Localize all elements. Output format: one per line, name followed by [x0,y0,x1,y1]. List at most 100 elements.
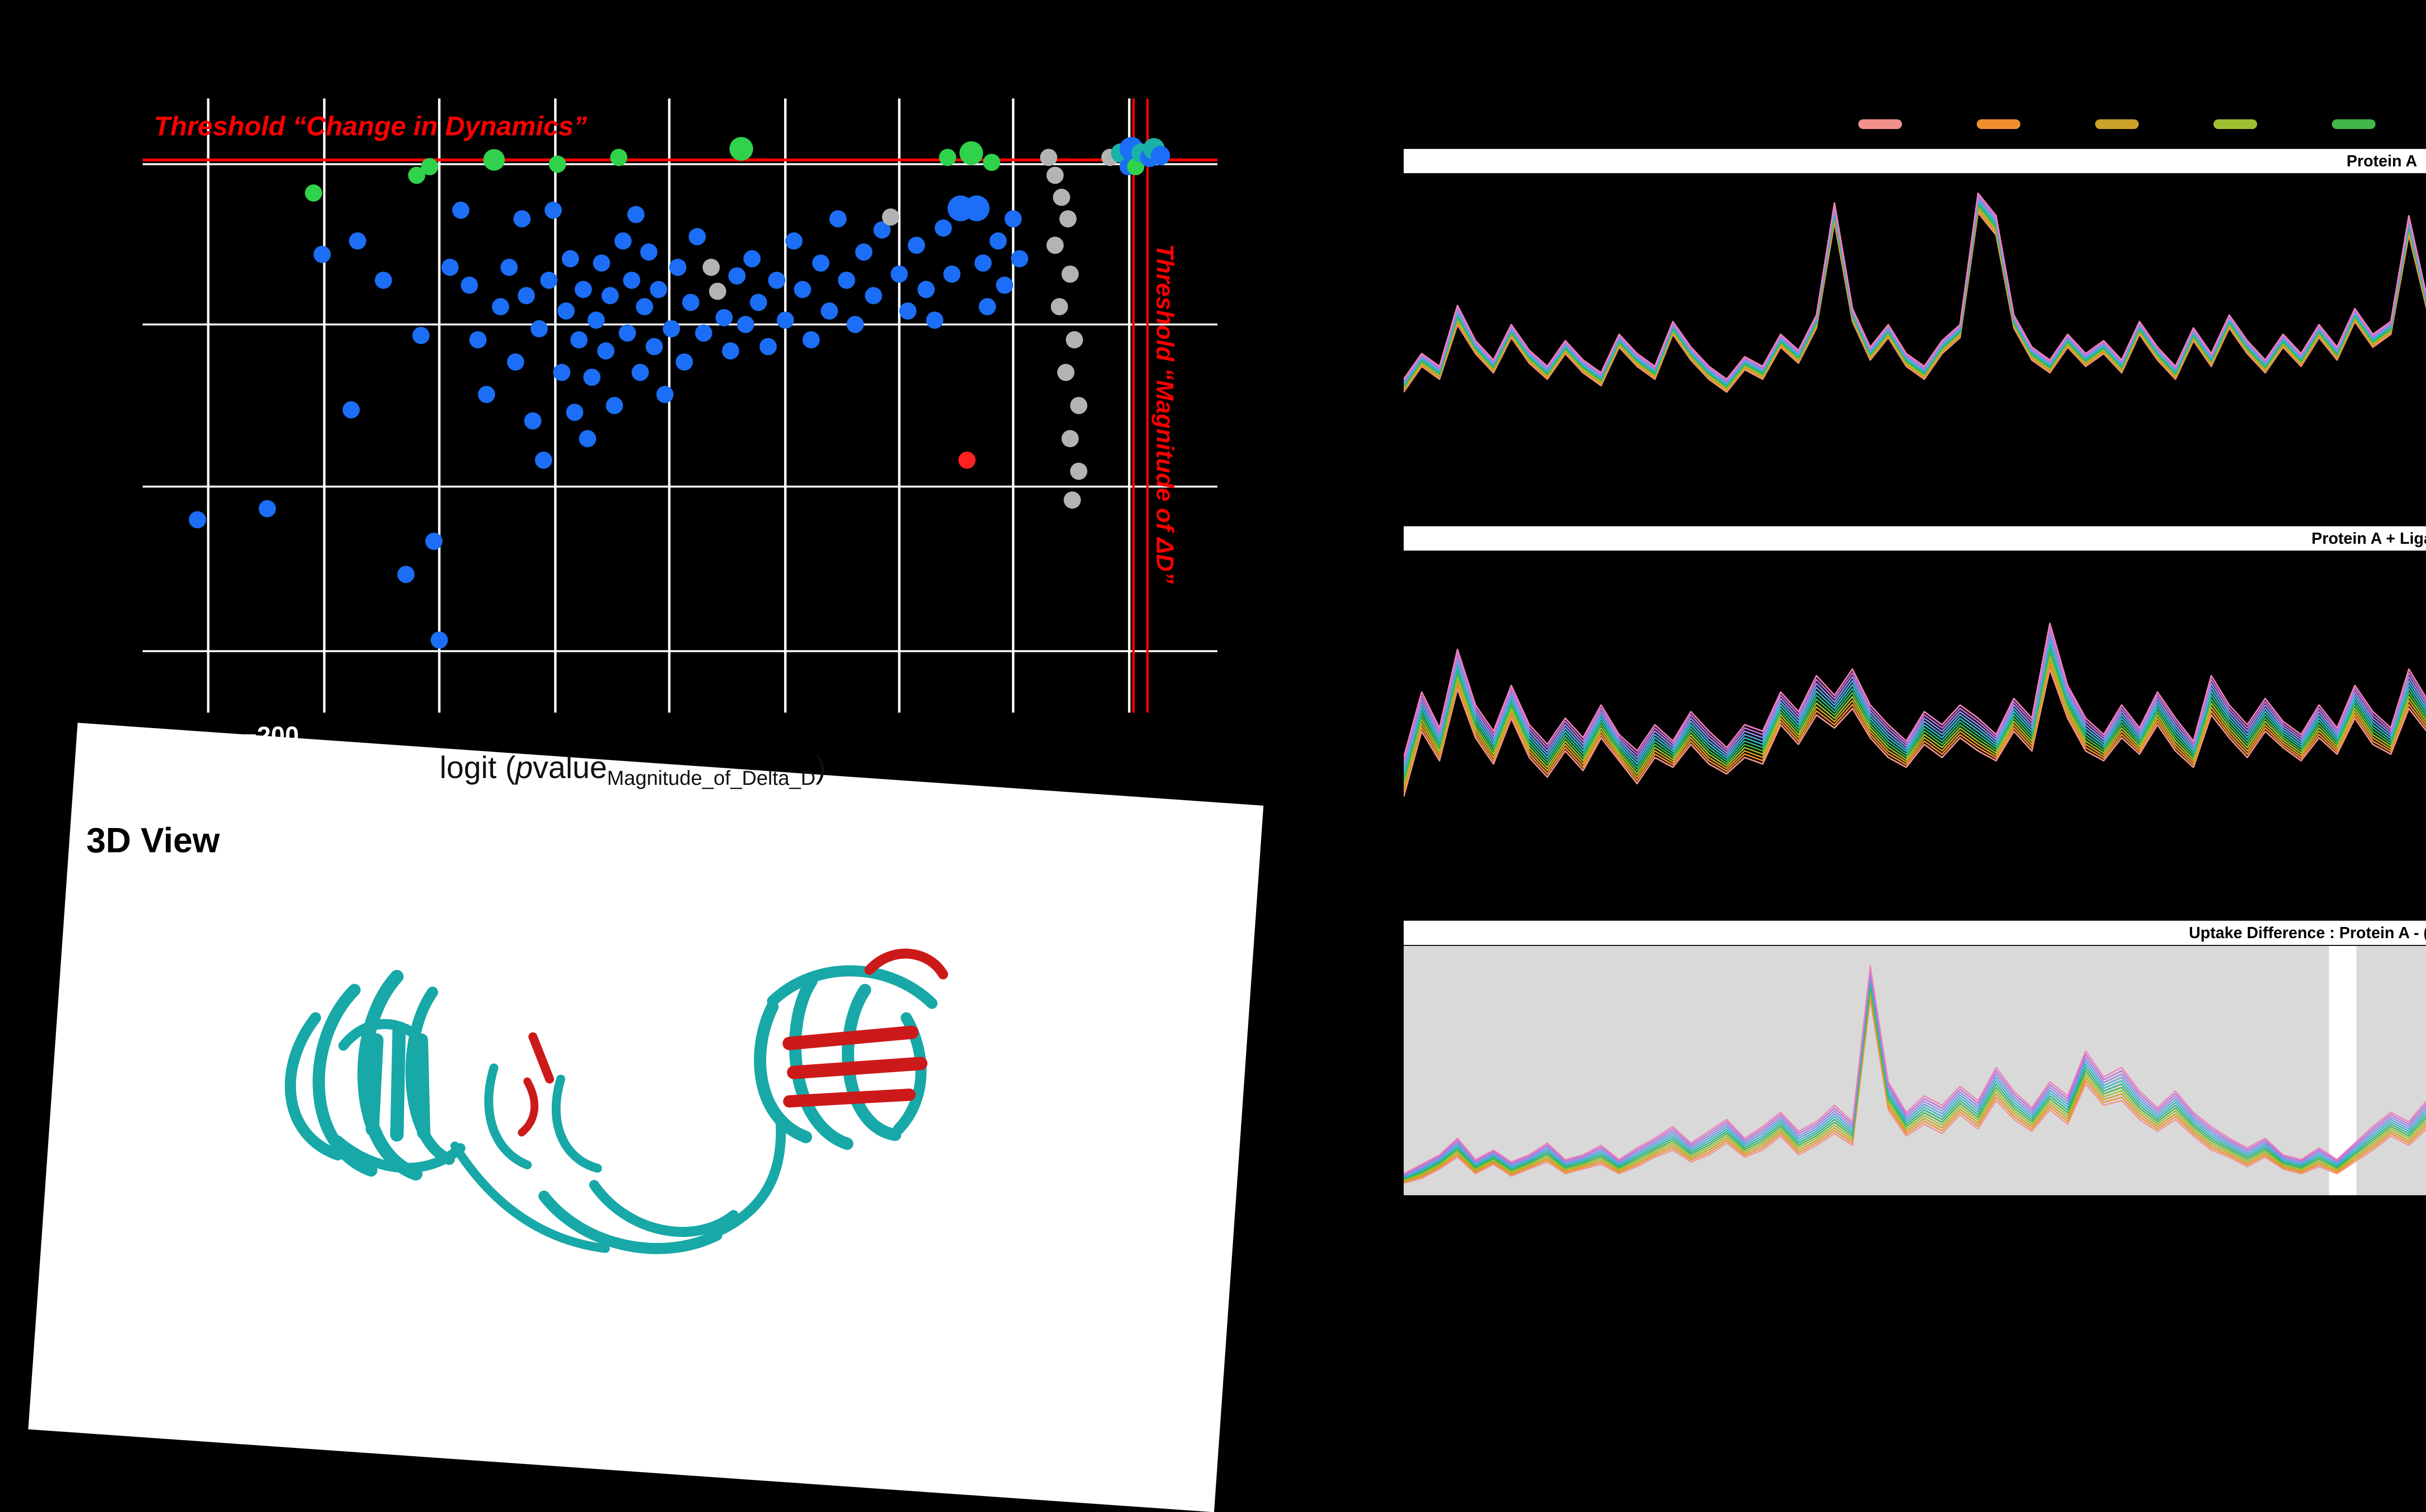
scatter-point [650,281,667,298]
scatter-point [397,566,415,583]
scatter-point [682,293,700,311]
scatter-point [838,271,855,289]
scatter-point [627,206,645,223]
scatter-point [1065,331,1083,349]
uptake-chart-protein-a-ligand[interactable] [1404,553,2426,898]
uptake-series-line [1404,211,2426,444]
uptake-series-line [1404,209,2426,436]
3d-view-title: 3D View [86,821,220,860]
scatter-point [737,316,754,333]
scatter-point [441,259,459,276]
volcano-plot-panel: Threshold “Change in Dynamics” Threshold… [143,98,1217,789]
scatter-point [759,338,777,356]
x-axis-tick-label: −200 [242,722,299,750]
volcano-scatter-chart[interactable] [143,98,1217,713]
scatter-point [846,316,864,333]
scatter-point [597,342,615,360]
scatter-point [305,184,322,202]
scatter-point [557,302,575,320]
scatter-point [561,250,579,268]
scatter-point [483,149,505,171]
scatter-point [593,254,610,272]
uptake-series-line [1404,996,2426,1186]
scatter-point [865,287,882,305]
scatter-point [601,287,619,305]
uptake-series-line [1404,586,2426,785]
scatter-point [342,401,360,419]
ribbon-strand [405,986,455,1165]
uptake-series-line [1404,565,2426,769]
ribbon-highlight-red [528,1032,554,1084]
uptake-series-line [1404,203,2426,411]
scatter-point [606,397,623,414]
scatter-point [540,271,557,289]
scatter-point [614,232,632,250]
ribbon-highlight-red [864,948,948,979]
scatter-point [820,302,838,320]
scatter-point [958,451,976,469]
scatter-point [776,311,794,329]
panel-title-protein-a: Protein A [1404,149,2426,173]
uptake-series-line [1404,190,2426,381]
scatter-point [728,267,746,285]
scatter-point [430,631,448,649]
scatter-point [721,342,739,360]
scatter-point [785,232,803,250]
scatter-point [768,271,786,289]
scatter-point [996,276,1014,294]
scatter-point [375,271,392,289]
threshold-magnitude-label: Threshold “Magnitude of ΔD” [1151,244,1179,584]
panel-title-uptake-difference: Uptake Difference : Protein A - (Protein… [1404,921,2426,945]
scatter-point [688,228,706,245]
uptake-legend[interactable] [1858,119,2426,129]
scatter-point [803,331,820,349]
scatter-point [663,320,680,338]
scatter-point [794,281,811,298]
uptake-series-line [1404,569,2426,773]
uptake-series-line [1404,598,2426,793]
uptake-series-line [1404,212,2426,453]
scatter-point [1004,210,1022,228]
ribbon-strand [312,984,377,1177]
uptake-series-line [1404,986,2426,1182]
legend-color-dash[interactable] [2213,119,2257,129]
uptake-chart-protein-a[interactable] [1404,176,2426,514]
scatter-point [943,265,961,283]
panel-title-text: Protein A + Ligand [2311,529,2426,547]
scatter-point [1046,166,1064,184]
scatter-point [882,208,900,226]
scatter-point [530,320,548,338]
scatter-point [1011,250,1029,268]
uptake-series-line [1404,976,2426,1179]
scatter-point [478,386,495,403]
panel-title-text: Uptake Difference : Protein A - (Protein… [2189,924,2426,942]
scatter-point [729,137,754,161]
scatter-point [535,451,552,469]
scatter-point [1046,236,1064,254]
scatter-point [959,141,984,165]
ribbon-loop [338,1019,426,1051]
ribbon-loop [767,965,938,1009]
legend-color-dash[interactable] [1858,119,1902,129]
uptake-series-line [1404,565,2426,758]
scatter-point [1050,298,1068,315]
uptake-series-line [1404,966,2426,1176]
legend-color-dash[interactable] [2332,119,2376,129]
scatter-point [518,287,535,305]
xlabel-subscript: Magnitude_of_Delta_D [607,766,816,789]
uptake-difference-chart[interactable] [1404,946,2426,1195]
legend-color-dash[interactable] [1977,119,2020,129]
legend-color-dash[interactable] [2095,119,2139,129]
uptake-series-line [1404,969,2426,1177]
scatter-point [934,219,952,237]
scatter-point [610,148,627,166]
scatter-point [553,363,571,381]
scatter-point [979,298,996,315]
ribbon-strand [390,1022,406,1142]
scatter-point [829,210,847,228]
scatter-point [570,331,588,349]
scatter-point [469,331,487,349]
scatter-point [695,324,712,342]
protein-ribbon-structure[interactable] [209,912,1058,1324]
scatter-point [574,281,592,298]
